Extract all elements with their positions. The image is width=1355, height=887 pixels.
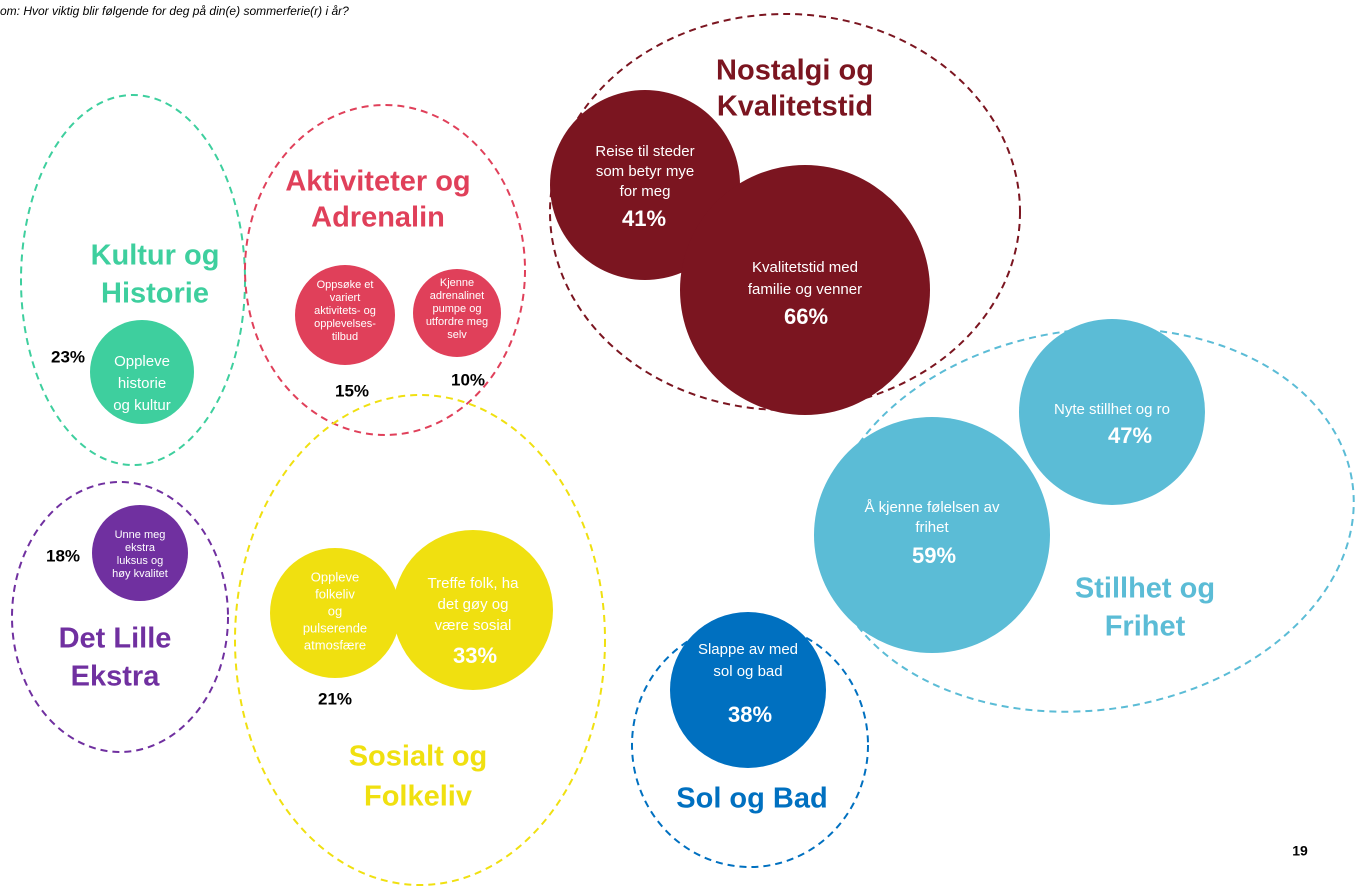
bubble-value: 21%	[318, 689, 352, 708]
group-title: Kvalitetstid	[717, 91, 873, 123]
bubble-label: selv	[447, 329, 467, 341]
bubble-value: 47%	[1108, 423, 1152, 448]
group-title: Aktiviteter og	[285, 166, 470, 198]
bubble	[670, 612, 826, 768]
bubble-label: utfordre meg	[426, 316, 488, 328]
group-title: Stillhet og	[1075, 573, 1215, 605]
bubble	[393, 530, 553, 690]
group-title: Sosialt og	[349, 741, 488, 773]
bubble-label: sol og bad	[713, 663, 782, 680]
bubble-label: og	[328, 603, 342, 618]
group-title: Folkeliv	[364, 781, 472, 813]
bubble-value: 33%	[453, 643, 497, 668]
bubble-label: aktivitets- og	[314, 305, 376, 317]
bubble-label: det gøy og	[438, 596, 509, 613]
bubble	[1019, 319, 1205, 505]
bubble-label: og kultur	[113, 397, 171, 414]
bubble-value: 15%	[335, 381, 369, 400]
bubble-label: folkeliv	[315, 586, 355, 601]
bubble-label: atmosfære	[304, 637, 366, 652]
bubble-label: høy kvalitet	[112, 568, 168, 580]
bubble-label: for meg	[620, 183, 671, 200]
bubble	[814, 417, 1050, 653]
group-outline	[244, 104, 526, 436]
group-title: Sol og Bad	[676, 783, 827, 815]
bubble-label: Å kjenne følelsen av	[864, 499, 1000, 516]
bubble-label: pumpe og	[433, 303, 482, 315]
bubble-label: luksus og	[117, 555, 163, 567]
bubble-label: frihet	[915, 519, 949, 536]
bubble-value: 38%	[728, 702, 772, 727]
bubble-value: 59%	[912, 543, 956, 568]
bubble-label: Oppleve	[311, 569, 359, 584]
group-title: Ekstra	[71, 661, 161, 693]
bubble-value: 18%	[46, 546, 80, 565]
bubble-label: Reise til steder	[595, 143, 694, 160]
bubble-label: variert	[330, 292, 361, 304]
bubble	[550, 90, 740, 280]
bubble-label: opplevelses-	[314, 318, 376, 330]
bubble-label: ekstra	[125, 542, 156, 554]
bubble-label: Slappe av med	[698, 641, 798, 658]
bubble-label: Oppleve	[114, 353, 170, 370]
bubble-label: som betyr mye	[596, 163, 694, 180]
bubble-label: være sosial	[435, 617, 512, 634]
bubble	[295, 265, 395, 365]
bubble	[92, 505, 188, 601]
bubble-value: 66%	[784, 304, 828, 329]
bubble-label: Oppsøke et	[317, 279, 374, 291]
bubble-label: familie og venner	[748, 281, 862, 298]
group-outline	[11, 481, 229, 753]
bubble	[90, 320, 194, 424]
bubble-label: adrenalinet	[430, 290, 484, 302]
bubble-label: Unne meg	[115, 529, 166, 541]
bubble	[413, 269, 501, 357]
bubble-label: Nyte stillhet og ro	[1054, 401, 1170, 418]
subtitle: om: Hvor viktig blir følgende for deg på…	[0, 4, 349, 18]
group-title: Historie	[101, 278, 209, 310]
bubble-label: Kvalitetstid med	[752, 259, 858, 276]
bubble-label: Kjenne	[440, 277, 474, 289]
page-number: 19	[1292, 843, 1308, 859]
group-title: Kultur og	[91, 240, 220, 272]
group-title: Frihet	[1105, 611, 1186, 643]
group-title: Adrenalin	[311, 202, 445, 234]
group-title: Det Lille	[59, 623, 172, 655]
bubble-value: 10%	[451, 370, 485, 389]
bubble-label: tilbud	[332, 331, 358, 343]
group-outline	[234, 394, 606, 886]
bubble-value: 23%	[51, 347, 85, 366]
bubble	[270, 548, 400, 678]
bubble-label: Treffe folk, ha	[428, 575, 520, 592]
group-title: Nostalgi og	[716, 55, 874, 87]
bubble-label: historie	[118, 375, 166, 392]
group-outline	[825, 327, 1355, 713]
bubble-label: pulserende	[303, 620, 367, 635]
bubble	[680, 165, 930, 415]
bubble-value: 41%	[622, 206, 666, 231]
